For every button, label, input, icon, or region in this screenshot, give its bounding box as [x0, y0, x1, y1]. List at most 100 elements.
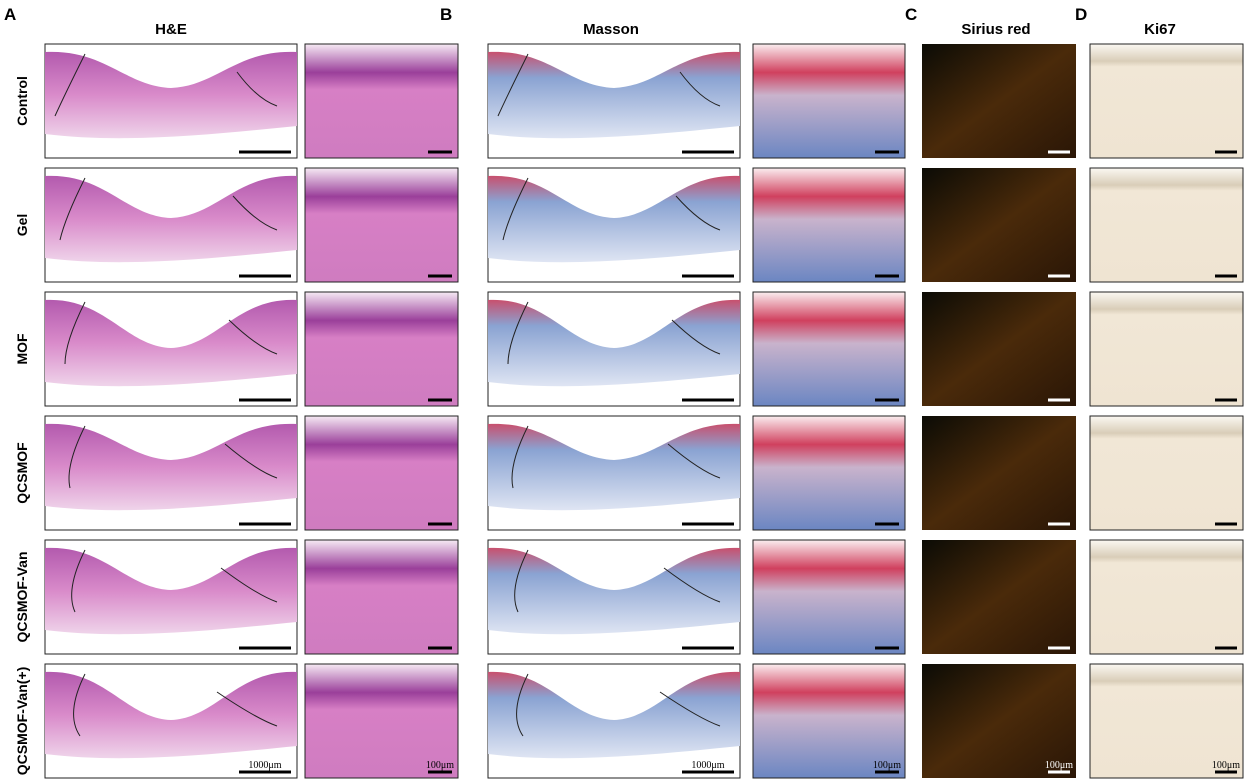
micrograph — [1089, 291, 1244, 407]
panel-title: H&E — [155, 21, 187, 38]
row-label: QCSMOF-Van — [14, 551, 30, 642]
micrograph: 1000μm — [44, 663, 298, 779]
image — [752, 291, 906, 407]
wound-edge — [64, 301, 86, 365]
wound-edge — [236, 71, 278, 107]
micrograph — [487, 43, 741, 159]
micrograph: 1000μm — [487, 663, 741, 779]
tissue — [488, 671, 740, 759]
micrograph — [752, 43, 906, 159]
scale-label: 1000μm — [248, 760, 281, 771]
wound-edge — [497, 53, 529, 117]
micrograph — [304, 43, 459, 159]
image — [752, 663, 906, 779]
micrograph — [304, 415, 459, 531]
micrograph — [1089, 415, 1244, 531]
micrograph — [922, 168, 1076, 282]
micrograph — [922, 44, 1076, 158]
scale-label: 100μm — [1045, 760, 1073, 771]
wound-edge — [507, 301, 529, 365]
row-label: QCSMOF-Van(+) — [14, 667, 30, 776]
wound-edge — [671, 319, 721, 355]
image — [922, 540, 1076, 654]
wound-edge — [675, 195, 721, 231]
image — [752, 539, 906, 655]
micrograph — [1089, 167, 1244, 283]
image — [752, 43, 906, 159]
wound-edge — [54, 53, 86, 117]
tissue — [45, 547, 297, 635]
micrograph — [487, 167, 741, 283]
tissue — [488, 299, 740, 387]
row-label: QCSMOF — [14, 442, 30, 504]
wound-edge — [216, 691, 278, 727]
image — [304, 43, 459, 159]
tissue — [488, 423, 740, 511]
wound-edge — [516, 673, 529, 737]
micrograph — [44, 43, 298, 159]
micrograph — [487, 539, 741, 655]
wound-edge — [511, 425, 529, 489]
image — [1089, 291, 1244, 407]
image — [752, 415, 906, 531]
micrograph — [922, 292, 1076, 406]
micrograph — [752, 167, 906, 283]
micrograph — [304, 291, 459, 407]
micrograph: 100μm — [752, 663, 906, 779]
micrograph — [44, 415, 298, 531]
wound-edge — [663, 567, 721, 603]
image — [1089, 539, 1244, 655]
tissue — [45, 51, 297, 139]
wound-edge — [679, 71, 721, 107]
scale-label: 1000μm — [691, 760, 724, 771]
scale-label: 100μm — [873, 760, 901, 771]
image — [752, 167, 906, 283]
wound-edge — [228, 319, 278, 355]
panel-title: Sirius red — [961, 21, 1030, 38]
tissue — [488, 51, 740, 139]
wound-edge — [667, 443, 721, 479]
micrograph — [304, 167, 459, 283]
micrograph — [44, 291, 298, 407]
scale-label: 100μm — [1212, 760, 1240, 771]
micrograph: 100μm — [1089, 663, 1244, 779]
micrograph — [1089, 539, 1244, 655]
micrograph — [922, 540, 1076, 654]
image — [1089, 663, 1244, 779]
micrograph — [752, 415, 906, 531]
panel-title: Masson — [583, 21, 639, 38]
image — [304, 539, 459, 655]
tissue — [45, 423, 297, 511]
image — [304, 167, 459, 283]
panel-letter: D — [1075, 5, 1087, 24]
wound-edge — [502, 177, 529, 241]
image — [922, 168, 1076, 282]
image — [1089, 167, 1244, 283]
micrograph — [1089, 43, 1244, 159]
wound-edge — [73, 673, 86, 737]
micrograph: 100μm — [304, 663, 459, 779]
row-label: MOF — [14, 333, 30, 365]
row-label: Control — [14, 76, 30, 126]
tissue — [488, 547, 740, 635]
panel-letter: A — [4, 5, 16, 24]
image — [922, 664, 1076, 778]
wound-edge — [71, 549, 86, 613]
wound-edge — [514, 549, 529, 613]
micrograph — [487, 291, 741, 407]
image — [304, 415, 459, 531]
wound-edge — [68, 425, 86, 489]
micrograph — [44, 167, 298, 283]
wound-edge — [220, 567, 278, 603]
micrograph — [487, 415, 741, 531]
row-label: Gel — [14, 214, 30, 237]
scale-label: 100μm — [426, 760, 454, 771]
panel-letter: C — [905, 5, 917, 24]
wound-edge — [232, 195, 278, 231]
image — [304, 291, 459, 407]
micrograph: 100μm — [922, 664, 1076, 778]
panel-letter: B — [440, 5, 452, 24]
image — [1089, 415, 1244, 531]
tissue — [45, 299, 297, 387]
